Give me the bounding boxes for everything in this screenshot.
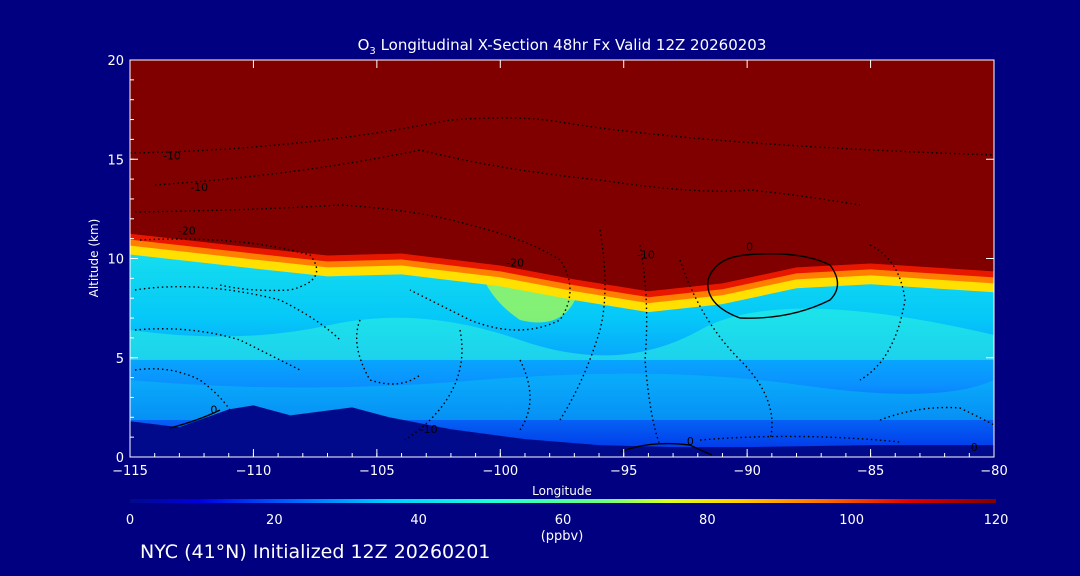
- contour-line: [134, 204, 571, 331]
- contour-line: [139, 238, 318, 292]
- y-axis-label: Altitude (km): [87, 219, 101, 298]
- contour-labels: -10 -10 -20 -20 -10 0 0 -10 0 0: [163, 149, 978, 454]
- contour-label: -10: [190, 181, 208, 194]
- zero-contours: [169, 253, 839, 456]
- contour-label: 0: [971, 441, 978, 454]
- contour-line: [679, 259, 773, 441]
- x-tick-label: −115: [112, 464, 148, 479]
- contour-label: -20: [178, 225, 196, 238]
- colorbar-tick-label: 40: [410, 513, 427, 528]
- terrain: [130, 405, 994, 457]
- colorbar-tick-label: 120: [984, 513, 1009, 528]
- contour-label: 0: [746, 241, 753, 254]
- contour-line-zero: [619, 442, 713, 456]
- y-axis: 0 5 10 15 20: [107, 54, 994, 466]
- contour-line: [879, 406, 994, 426]
- ozone-field: -10 -10 -20 -20 -10 0 0 -10 0 0: [130, 60, 994, 457]
- y-tick-label: 15: [107, 153, 124, 168]
- x-axis: −115 −110 −105 −100 −95 −90 −85 −80: [112, 60, 1008, 479]
- run-caption: NYC (41°N) Initialized 12Z 20260201: [140, 541, 491, 563]
- y-tick-label: 5: [116, 352, 124, 367]
- stratosphere-fill: [130, 60, 994, 292]
- x-tick-label: −100: [482, 464, 518, 479]
- colorbar: [130, 499, 996, 503]
- contour-line: [639, 244, 661, 446]
- colorbar-ticks: 0 20 40 60 80 100 120: [126, 513, 1009, 528]
- contour-line: [559, 229, 606, 421]
- x-tick-label: −105: [359, 464, 395, 479]
- chart-title: O3 Longitudinal X-Section 48hr Fx Valid …: [358, 36, 767, 57]
- x-tick-label: −110: [236, 464, 272, 479]
- colorbar-tick-label: 0: [126, 513, 134, 528]
- x-tick-label: −95: [610, 464, 637, 479]
- x-tick-label: −85: [857, 464, 884, 479]
- contour-line-zero: [169, 409, 221, 429]
- colorbar-tick-label: 100: [839, 513, 864, 528]
- contour-label: -10: [163, 149, 181, 162]
- colorbar-tick-label: 60: [555, 513, 572, 528]
- contour-label: -10: [420, 423, 438, 436]
- contour-line: [134, 368, 231, 411]
- contour-label: 0: [210, 403, 217, 416]
- ozone-band-mid: [130, 308, 994, 360]
- colorbar-tick-label: 80: [699, 513, 716, 528]
- contour-line: [355, 319, 421, 385]
- contour-line: [699, 435, 901, 443]
- negative-contours: [130, 117, 994, 446]
- contour-label: 0: [687, 435, 694, 448]
- terrain-surface: [130, 405, 994, 457]
- colorbar-unit: (ppbv): [541, 529, 584, 544]
- contour-line: [859, 244, 906, 381]
- contour-label: -10: [637, 249, 655, 262]
- y-tick-label: 10: [107, 253, 124, 268]
- x-axis-label: Longitude: [532, 484, 592, 498]
- contour-line-zero: [707, 253, 839, 319]
- contour-line: [130, 117, 994, 156]
- y-tick-label: 20: [107, 54, 124, 69]
- contour-label: -20: [506, 256, 524, 269]
- x-tick-label: −90: [733, 464, 760, 479]
- contour-line: [154, 149, 861, 206]
- y-tick-label: 0: [116, 451, 124, 466]
- colorbar-tick-label: 20: [266, 513, 283, 528]
- x-tick-label: −80: [980, 464, 1007, 479]
